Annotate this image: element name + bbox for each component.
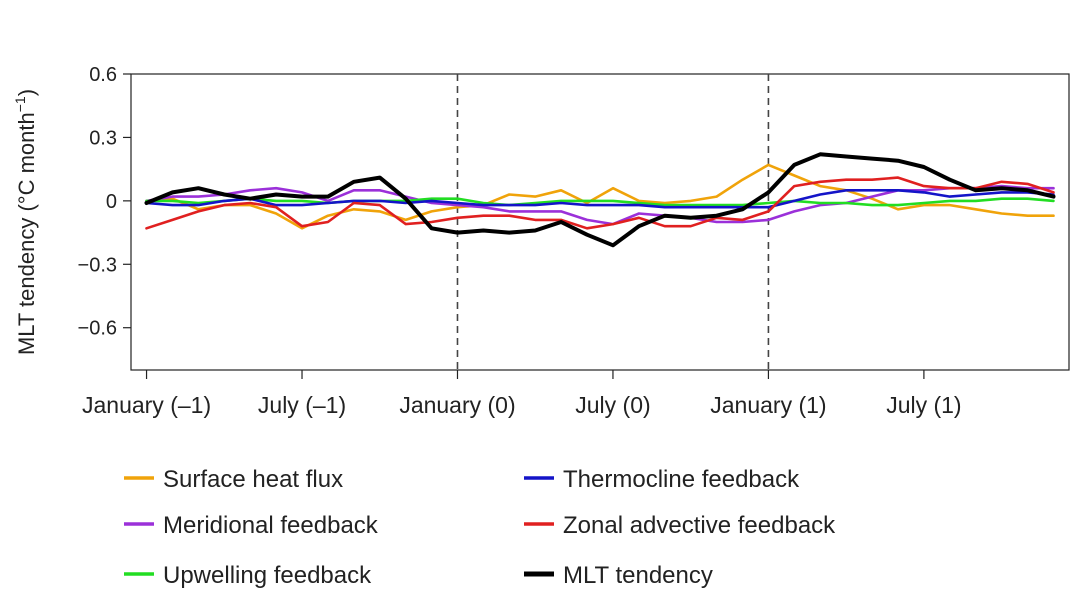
x-tick-label: January (1) — [710, 392, 826, 418]
y-tick-label: 0.6 — [89, 64, 117, 86]
y-tick-label: 0.3 — [89, 127, 117, 149]
series-line-upwelling-feedback — [145, 197, 1055, 207]
y-axis-label-close: ) — [14, 89, 39, 96]
x-tick-label: July (–1) — [258, 392, 346, 418]
series-line-mlt-tendency — [144, 152, 1056, 248]
x-tick-label: July (0) — [575, 392, 650, 418]
legend-label-zonal-advective-feedback: Zonal advective feedback — [563, 512, 836, 539]
legend-label-meridional-feedback: Meridional feedback — [163, 512, 379, 539]
series-line-thermocline-feedback — [145, 189, 1055, 209]
y-tick-label: 0 — [106, 191, 117, 213]
legend-label-mlt-tendency: MLT tendency — [563, 562, 713, 589]
legend-label-surface-heat-flux: Surface heat flux — [163, 466, 343, 493]
legend: Surface heat flux Thermocline feedback Mer… — [124, 466, 836, 589]
legend-label-thermocline-feedback: Thermocline feedback — [563, 466, 800, 493]
series-line-surface-heat-flux — [145, 163, 1055, 230]
plot-area-frame — [130, 73, 1070, 371]
series-line-zonal-advective-feedback — [145, 176, 1055, 230]
y-tick-label: −0.3 — [78, 254, 117, 276]
y-axis-label-exponent: −1 — [12, 96, 28, 112]
x-tick-label: January (–1) — [82, 392, 211, 418]
x-tick-label: July (1) — [886, 392, 961, 418]
y-tick-label: −0.6 — [78, 318, 117, 340]
y-axis-label: MLT tendency (°C month−1) — [12, 89, 39, 355]
x-tick-label: January (0) — [399, 392, 515, 418]
legend-label-upwelling-feedback: Upwelling feedback — [163, 562, 372, 589]
